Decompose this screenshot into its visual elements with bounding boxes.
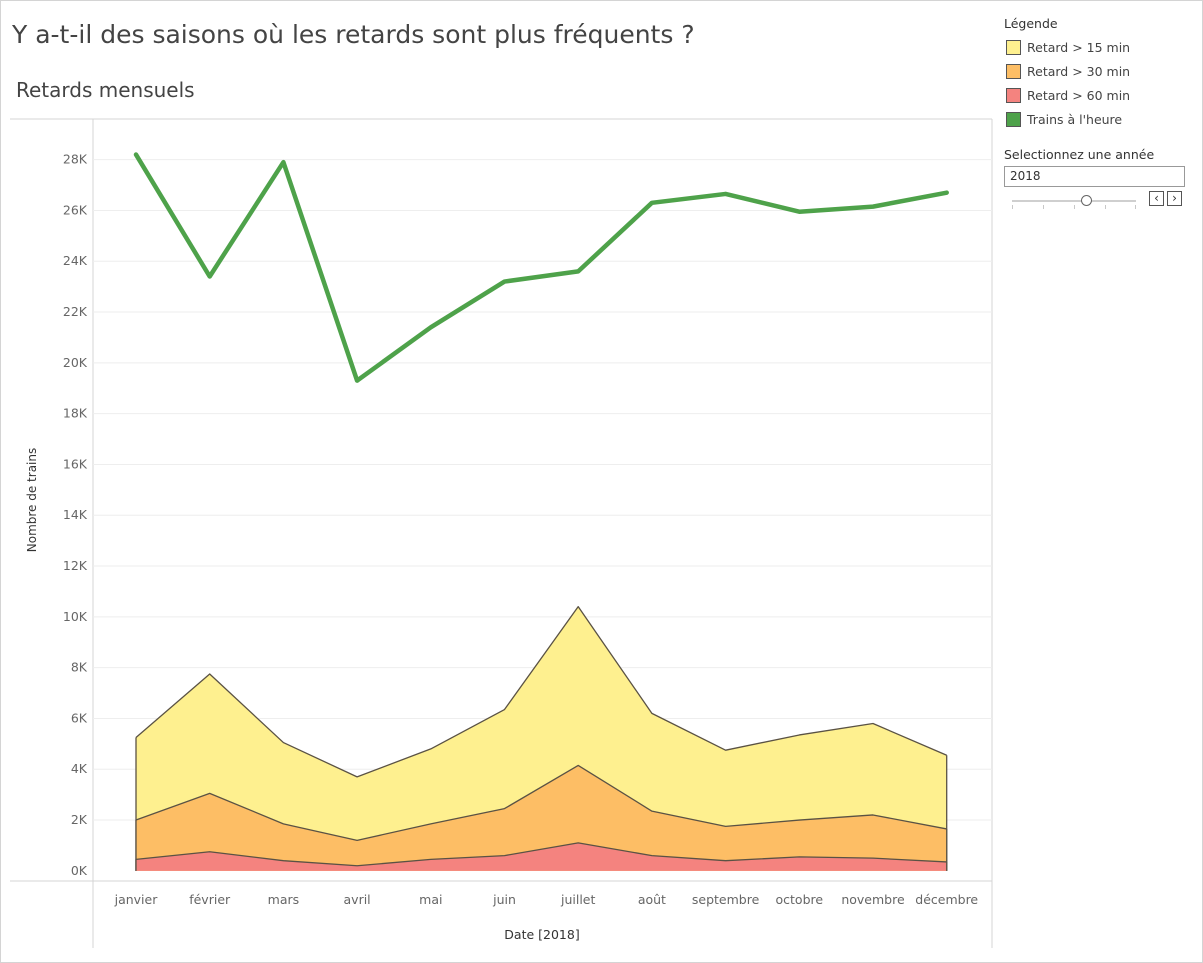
x-tick-label: octobre (776, 892, 824, 907)
legend-title: Légende (1004, 16, 1058, 31)
x-tick-label: juin (492, 892, 516, 907)
y-tick-label: 20K (63, 355, 88, 370)
legend-swatch (1006, 87, 1021, 103)
legend-item-retard-60[interactable]: Retard > 60 min (1004, 83, 1194, 107)
dashboard-title: Y a-t-il des saisons où les retards sont… (12, 20, 695, 49)
legend-label: Trains à l'heure (1027, 111, 1123, 127)
area-outline (135, 606, 947, 778)
legend-swatch (1006, 111, 1021, 127)
legend-label: Retard > 15 min (1027, 39, 1131, 55)
y-tick-label: 0K (71, 863, 88, 878)
y-tick-label: 18K (63, 406, 88, 421)
x-axis-title: Date [2018] (504, 927, 579, 942)
legend-label: Retard > 30 min (1027, 63, 1131, 79)
monthly-delays-chart[interactable]: 0K 2K 4K 6K 8K 10K 12K 14K 16K 18K 20K 22K 24K 26K 28K… (0, 0, 1000, 963)
legend-item-on-time[interactable]: Trains à l'heure (1004, 107, 1194, 131)
slider-tick (1043, 205, 1044, 209)
y-tick-label: 6K (71, 710, 88, 725)
year-slider-track[interactable] (1012, 200, 1136, 202)
legend-label: Retard > 60 min (1027, 87, 1131, 103)
x-tick-label: novembre (841, 892, 905, 907)
x-tick-label: mai (419, 892, 442, 907)
year-parameter-control: Selectionnez une année 2018 ‹ › (1004, 147, 1189, 212)
year-slider-row: ‹ › (1004, 190, 1189, 212)
legend-swatch (1006, 63, 1021, 79)
line-trains-a-l-heure (133, 152, 949, 383)
year-slider-thumb[interactable] (1081, 195, 1092, 206)
area-outline (135, 842, 947, 867)
y-tick-label: 4K (71, 761, 88, 776)
slider-tick (1074, 205, 1075, 209)
legend: Légende Retard > 15 min Retard > 30 min … (1004, 16, 1194, 131)
legend-item-retard-15[interactable]: Retard > 15 min (1004, 35, 1194, 59)
legend-swatch (1006, 39, 1021, 55)
year-input[interactable]: 2018 (1004, 166, 1185, 187)
y-axis-title: Nombre de trains (25, 448, 39, 553)
slider-tick (1135, 205, 1136, 209)
x-tick-label: août (638, 892, 666, 907)
x-tick-label: juillet (560, 892, 596, 907)
y-tick-label: 2K (71, 812, 88, 827)
x-tick-label: décembre (915, 892, 978, 907)
chevron-right-icon[interactable]: › (1167, 191, 1182, 206)
y-tick-label: 26K (63, 202, 88, 217)
x-tick-label: mars (268, 892, 300, 907)
y-tick-label: 10K (63, 609, 88, 624)
chevron-left-icon[interactable]: ‹ (1149, 191, 1164, 206)
y-tick-label: 16K (63, 456, 88, 471)
y-tick-label: 24K (63, 253, 88, 268)
x-tick-label: septembre (692, 892, 760, 907)
x-tick-label: avril (344, 892, 371, 907)
y-tick-label: 8K (71, 660, 88, 675)
legend-item-retard-30[interactable]: Retard > 30 min (1004, 59, 1194, 83)
x-tick-label: janvier (114, 892, 159, 907)
y-tick-label: 28K (63, 152, 88, 167)
year-parameter-label: Selectionnez une année (1004, 147, 1155, 162)
y-tick-label: 22K (63, 304, 88, 319)
area-outline (135, 764, 947, 842)
area-retard-30-min (136, 765, 947, 871)
sheet-title: Retards mensuels (16, 78, 195, 102)
y-tick-label: 14K (63, 507, 88, 522)
slider-tick (1105, 205, 1106, 209)
area-retard-15-min (136, 606, 947, 871)
slider-tick (1012, 205, 1013, 209)
y-tick-label: 12K (63, 558, 88, 573)
area-retard-60-min (136, 842, 947, 871)
x-tick-label: février (189, 892, 231, 907)
